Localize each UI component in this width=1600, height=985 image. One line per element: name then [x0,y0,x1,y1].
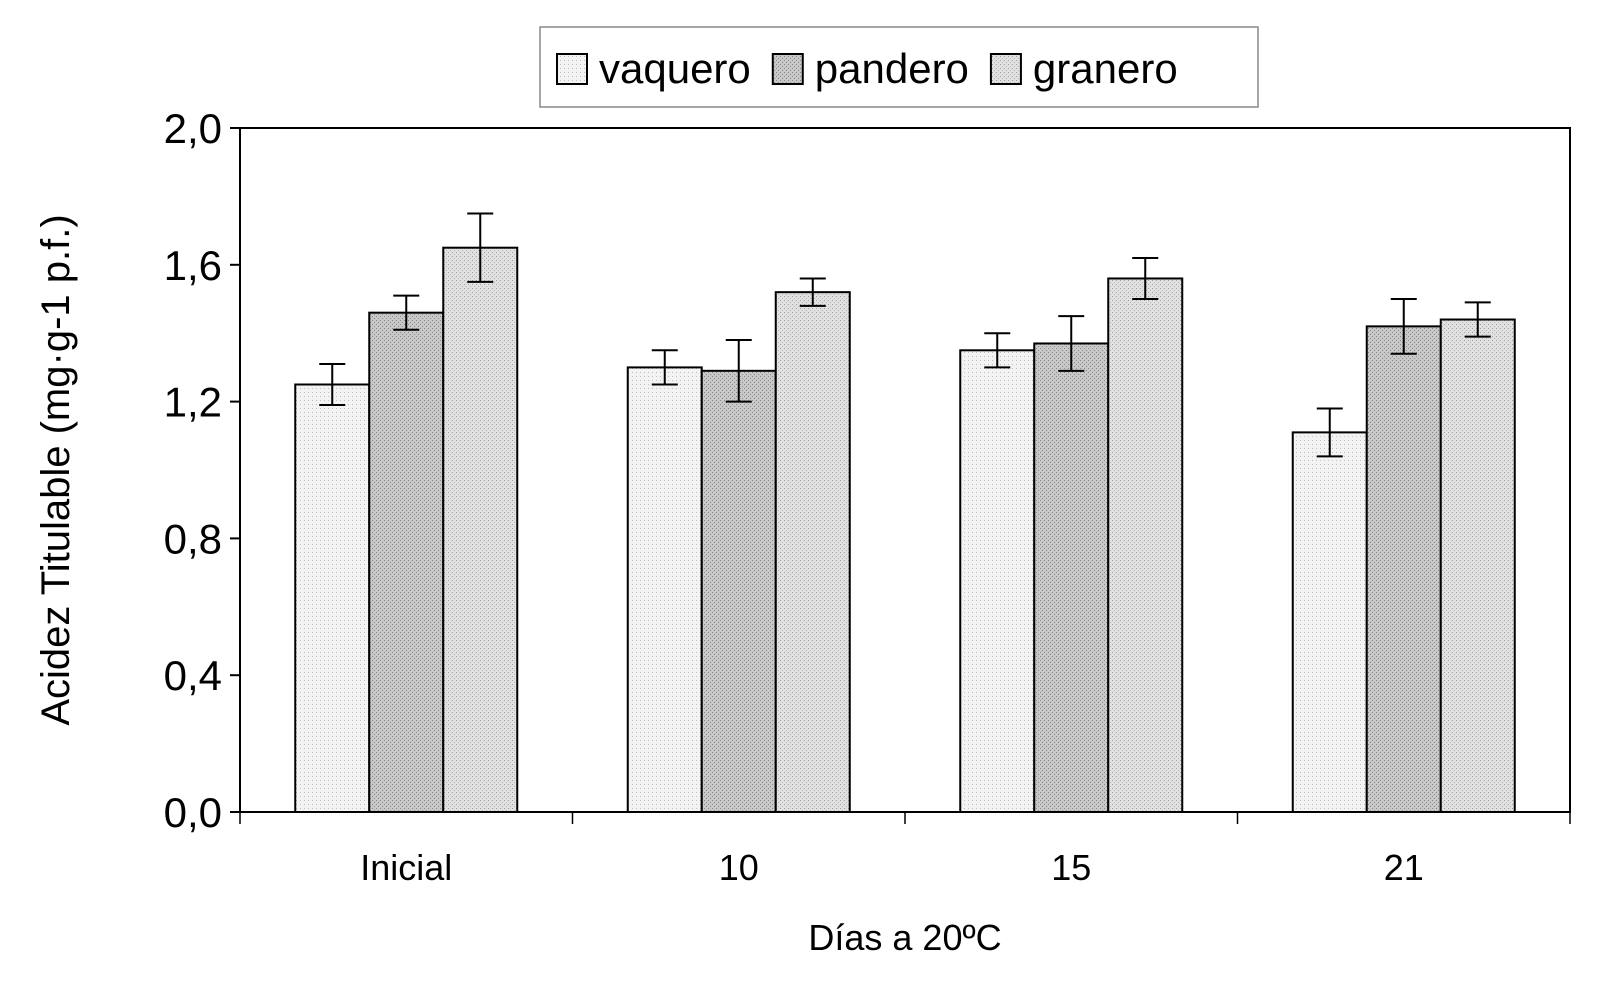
bar-pandero [700,369,777,813]
y-tick-label: 0,8 [164,515,222,562]
legend-label: pandero [815,45,969,92]
y-tick-label: 0,0 [164,789,222,836]
error-bars-group [319,212,1491,458]
bar-granero [1107,277,1184,814]
x-axis-title: Días a 20ºC [808,917,1001,958]
bar-vaquero [294,383,371,813]
bar-granero [774,291,851,814]
y-tick-label: 2,0 [164,105,222,152]
y-tick-label: 1,2 [164,379,222,426]
legend-swatch [556,53,588,85]
error-bar-pandero [1058,315,1085,372]
x-tick-label: 10 [719,847,759,888]
bar-pandero [1365,325,1442,813]
legend-item-granero: granero [989,45,1178,92]
legend-item-pandero: pandero [771,45,969,92]
legend-swatch [989,53,1022,85]
legend: vaquero pandero granero [539,26,1259,108]
y-tick-label: 0,4 [164,652,222,699]
x-tick-label: 15 [1051,847,1091,888]
bar-pandero [1033,342,1110,813]
x-axis: Inicial 10 15 21 [239,812,1571,888]
bar-vaquero [1291,431,1368,813]
x-tick-label: Inicial [360,847,452,888]
error-bar-pandero [725,339,752,403]
legend-swatch [771,53,804,85]
legend-item-vaquero: vaquero [556,45,751,92]
error-bar-pandero [393,294,420,331]
bar-vaquero [959,349,1036,813]
y-axis-title: Acidez Titulable (mg·g-1 p.f.) [34,214,78,725]
error-bar-vaquero [319,362,346,407]
error-bar-vaquero [651,349,678,386]
legend-label: granero [1033,45,1178,92]
error-bar-granero [467,212,494,283]
error-bar-pandero [1390,298,1417,355]
bar-pandero [368,311,445,813]
y-tick-label: 1,6 [164,242,222,289]
error-bar-vaquero [984,332,1011,369]
legend-label: vaquero [599,45,751,92]
error-bar-granero [1132,256,1159,300]
bar-granero [1439,318,1516,813]
bar-vaquero [626,366,703,813]
y-axis: 0,0 0,4 0,8 1,2 1,6 2,0 [164,105,240,836]
legend-box [539,26,1259,108]
x-tick-label: 21 [1384,847,1424,888]
error-bar-vaquero [1316,407,1343,458]
error-bar-granero [1464,301,1491,338]
bars-group [294,246,1516,814]
error-bar-granero [799,277,826,307]
bar-granero [442,246,519,813]
